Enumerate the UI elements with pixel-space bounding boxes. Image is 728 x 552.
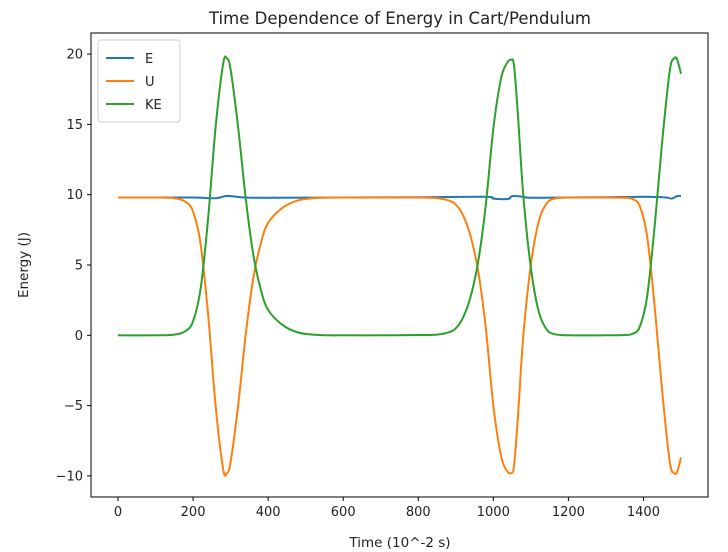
x-tick-label: 1000 — [477, 505, 510, 520]
y-tick-label: 0 — [75, 329, 83, 344]
x-tick-label: 400 — [256, 505, 281, 520]
x-tick-label: 200 — [181, 505, 206, 520]
x-tick-label: 1400 — [627, 505, 660, 520]
y-tick-label: 15 — [66, 118, 83, 133]
y-tick-label: 5 — [75, 259, 83, 274]
y-tick-label: 20 — [66, 48, 83, 63]
series-line-ke — [118, 55, 682, 337]
series-line-u — [118, 196, 682, 477]
y-tick-label: −5 — [64, 399, 83, 414]
series-line-e — [118, 194, 682, 201]
x-tick-label: 0 — [114, 505, 122, 520]
legend-label-u: U — [145, 75, 155, 90]
x-tick-label: 800 — [406, 505, 431, 520]
y-axis-label: Energy (J) — [16, 232, 32, 298]
legend-label-ke: KE — [145, 98, 162, 113]
legend-box — [97, 39, 181, 123]
y-tick-label: −10 — [56, 469, 83, 484]
y-axis: −10 −5 0 5 10 15 20 — [56, 48, 91, 484]
x-axis: 0 200 400 600 800 1000 1200 1400 — [114, 497, 660, 520]
y-tick-label: 10 — [66, 188, 83, 203]
x-tick-label: 1200 — [552, 505, 585, 520]
x-axis-label: Time (10^-2 s) — [348, 535, 450, 551]
chart-title: Time Dependence of Energy in Cart/Pendul… — [208, 9, 591, 28]
x-tick-label: 600 — [331, 505, 356, 520]
plot-area — [118, 55, 682, 477]
legend: EU KE — [97, 39, 181, 123]
legend-label-e: E — [145, 52, 153, 67]
